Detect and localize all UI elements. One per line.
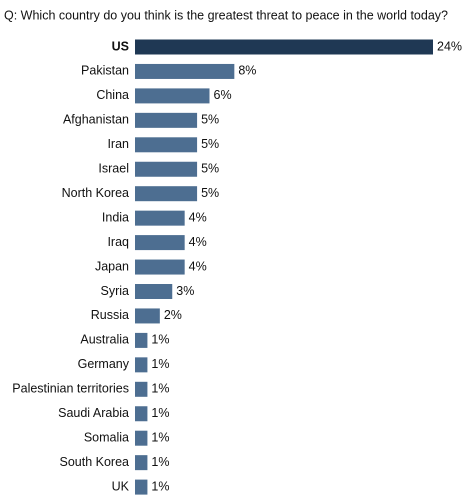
bar (135, 455, 148, 471)
bar (135, 430, 148, 446)
category-label: Iraq (107, 235, 129, 249)
category-label: Russia (91, 308, 129, 322)
bar (135, 39, 433, 55)
bar (135, 112, 198, 128)
category-label: China (96, 88, 129, 102)
category-label: US (112, 39, 129, 53)
value-label: 4% (189, 235, 207, 249)
chart-title: Q: Which country do you think is the gre… (4, 8, 448, 22)
value-label: 24% (437, 39, 462, 53)
bar (135, 186, 198, 202)
value-label: 5% (201, 137, 219, 151)
category-label: South Korea (60, 455, 130, 469)
bar (135, 479, 148, 495)
value-label: 1% (151, 382, 169, 396)
bar (135, 332, 148, 348)
value-label: 2% (164, 308, 182, 322)
category-label: Germany (78, 357, 130, 371)
category-label: UK (112, 479, 130, 493)
category-label: Israel (98, 162, 129, 176)
value-label: 1% (151, 430, 169, 444)
category-label: Japan (95, 259, 129, 273)
category-label: Afghanistan (63, 113, 129, 127)
bar (135, 259, 185, 275)
bar (135, 137, 198, 153)
category-label: India (102, 210, 129, 224)
category-label: Iran (107, 137, 129, 151)
value-label: 1% (151, 455, 169, 469)
bar (135, 381, 148, 397)
bar (135, 161, 198, 177)
category-label: Pakistan (81, 64, 129, 78)
category-label: Palestinian territories (12, 382, 129, 396)
value-label: 5% (201, 186, 219, 200)
bar (135, 284, 173, 299)
value-label: 6% (214, 88, 232, 102)
category-label: Somalia (84, 430, 129, 444)
value-label: 1% (151, 406, 169, 420)
category-label: North Korea (62, 186, 129, 200)
value-label: 4% (189, 259, 207, 273)
bar (135, 235, 185, 251)
value-label: 5% (201, 113, 219, 127)
category-label: Saudi Arabia (58, 406, 129, 420)
value-label: 4% (189, 210, 207, 224)
value-label: 8% (238, 64, 256, 78)
value-label: 3% (176, 284, 194, 298)
value-label: 1% (151, 479, 169, 493)
bar (135, 88, 210, 104)
value-label: 1% (151, 357, 169, 371)
bar (135, 406, 148, 422)
bar (135, 63, 235, 79)
value-label: 1% (151, 333, 169, 347)
value-label: 5% (201, 162, 219, 176)
bar (135, 308, 160, 324)
category-label: Syria (101, 284, 130, 298)
category-label: Australia (80, 333, 129, 347)
bar (135, 357, 148, 373)
bar (135, 210, 185, 226)
